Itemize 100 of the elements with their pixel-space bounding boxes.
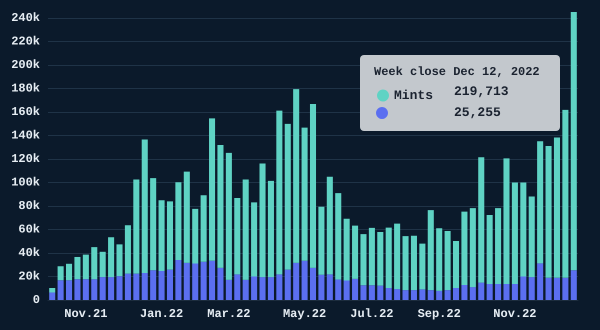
x-tick-label: Mar.22 (207, 307, 250, 321)
annotation: Week close Dec 12, 2022 (374, 65, 540, 79)
bar (226, 280, 232, 300)
bar (116, 244, 123, 276)
bar (82, 254, 89, 280)
bar (158, 200, 165, 271)
bar (444, 290, 451, 300)
y-tick-label: 120k (11, 152, 40, 166)
bar (562, 110, 568, 278)
bar (217, 268, 224, 300)
bar (124, 225, 131, 274)
bar (335, 280, 342, 300)
bar (234, 198, 240, 274)
y-tick-label: 180k (11, 81, 40, 96)
bar (554, 138, 560, 278)
y-tick-label: 220k (11, 34, 40, 48)
bar (520, 182, 526, 276)
bar (335, 193, 342, 280)
bar (217, 145, 224, 268)
bar (209, 260, 216, 300)
bar (470, 208, 476, 288)
bar (486, 215, 493, 284)
bar (242, 280, 249, 300)
bar (66, 264, 72, 280)
bar (546, 146, 552, 278)
bar (461, 212, 468, 285)
bar (512, 284, 518, 300)
bar (352, 278, 358, 300)
bar (377, 232, 384, 286)
bar (209, 118, 216, 261)
bar (546, 278, 552, 300)
bar (326, 176, 333, 274)
bar (428, 290, 434, 300)
bar (495, 208, 502, 284)
bar (293, 89, 300, 263)
bar (166, 201, 174, 270)
bar (386, 288, 392, 300)
bar (436, 228, 442, 291)
bar (150, 270, 156, 300)
bar (284, 270, 291, 300)
bar (470, 287, 476, 300)
bar (150, 178, 156, 270)
x-tick-label: Nov.22 (493, 307, 537, 321)
bar (410, 236, 417, 290)
y-tick-label: 60k (18, 222, 40, 236)
bar (124, 274, 131, 300)
bar (100, 277, 106, 300)
y-tick-label: 40k (18, 246, 40, 260)
bar (512, 182, 518, 284)
bar (242, 179, 249, 280)
bar (116, 276, 123, 300)
bar (175, 260, 182, 300)
bar (58, 280, 64, 300)
bar (537, 141, 544, 264)
bar (419, 244, 426, 290)
bar (394, 224, 400, 290)
bar (49, 288, 56, 292)
y-tick-label: 20k (18, 269, 40, 284)
bar (158, 270, 165, 300)
bar (74, 256, 80, 280)
bar (234, 274, 240, 300)
bar (268, 180, 274, 278)
y-tick-label: 240k (11, 10, 40, 25)
bar (368, 228, 375, 286)
bar (276, 274, 282, 300)
bar (402, 236, 409, 290)
bar (444, 230, 451, 290)
legend-label: Mints (394, 88, 434, 103)
bar (394, 289, 400, 300)
bar (226, 152, 232, 280)
bar (360, 285, 367, 300)
bar (537, 263, 544, 300)
y-tick-label: 80k (18, 198, 40, 213)
bar (570, 12, 577, 270)
x-tick-label: Sep.22 (418, 307, 461, 321)
bar (74, 279, 80, 300)
bar (495, 284, 502, 300)
bar (436, 290, 442, 300)
y-tick-label: 140k (11, 128, 40, 142)
bar (192, 264, 198, 300)
bar (344, 280, 350, 300)
bar (302, 260, 308, 300)
bar (142, 272, 148, 300)
bar (386, 228, 392, 288)
bar (108, 237, 114, 278)
bar (478, 282, 484, 300)
bar (293, 262, 300, 300)
bar (100, 252, 106, 278)
bar (82, 279, 89, 300)
bar (310, 104, 316, 268)
bar (251, 202, 258, 276)
bar (452, 288, 460, 300)
bar (58, 266, 64, 280)
bar (108, 277, 114, 300)
bar (310, 268, 316, 300)
bar (503, 284, 510, 300)
bar (554, 278, 560, 300)
bar (175, 182, 182, 260)
y-tick-label: 0 (32, 293, 40, 307)
bar (452, 240, 460, 288)
